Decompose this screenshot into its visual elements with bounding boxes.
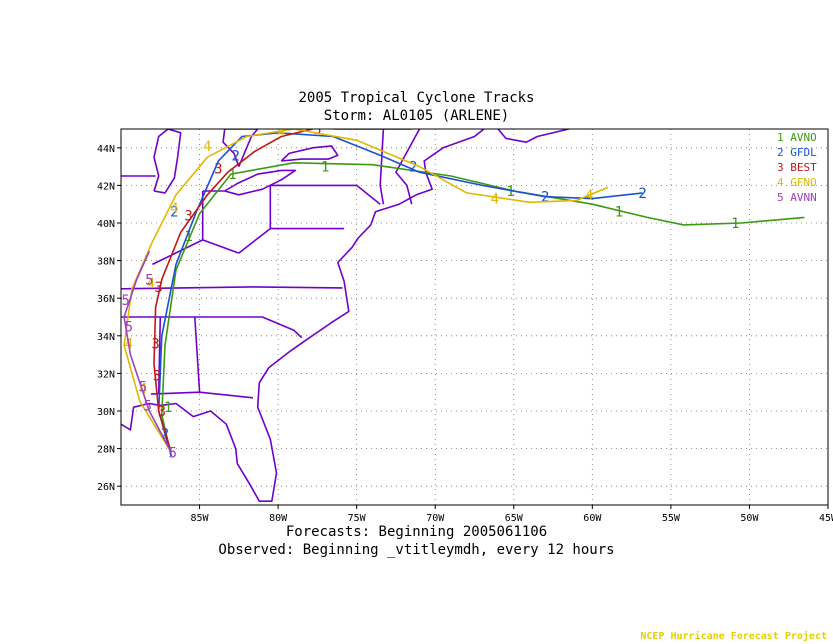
lon-tick-label: 75W: [348, 513, 367, 524]
map-boundaries: [121, 129, 569, 502]
lat-tick-label: 40N: [97, 219, 115, 230]
track-marker-avnn: 5: [121, 293, 129, 309]
track-marker-gfno: 4: [277, 124, 285, 140]
lat-tick-label: 26N: [97, 482, 115, 493]
track-marker-avno: 1: [164, 400, 172, 416]
lon-tick-label: 55W: [662, 513, 681, 524]
legend-item-avno: 1 AVNO: [777, 131, 817, 144]
track-marker-avnn: 5: [139, 380, 147, 396]
legend-item-gfdl: 2 GFDL: [777, 146, 817, 159]
boundary-line: [222, 129, 259, 167]
track-marker-gfno: 4: [170, 201, 178, 217]
track-marker-avnn: 5: [125, 319, 133, 335]
boundary-line: [150, 391, 254, 399]
boundary-line: [497, 129, 569, 143]
boundary-line: [153, 129, 182, 194]
boundary-line: [152, 239, 240, 266]
legend: 1 AVNO 2 GFDL 3 BEST 4 GFNO 5 AVNN: [777, 131, 817, 204]
track-marker-best: 3: [153, 368, 161, 384]
boundary-line: [379, 129, 385, 205]
track-marker-avno: 1: [321, 160, 329, 176]
lat-tick-label: 44N: [97, 144, 115, 155]
track-marker-best: 3: [184, 209, 192, 225]
track-marker-best: 3: [151, 336, 159, 352]
plot-frame: [120, 128, 829, 506]
boundary-line: [121, 129, 485, 502]
track-marker-avno: 1: [731, 216, 739, 232]
boundary-line: [121, 316, 303, 339]
title-line-2: Storm: AL0105 (ARLENE): [323, 108, 510, 124]
boundary-line: [194, 316, 201, 393]
lon-tick-label: 60W: [583, 513, 602, 524]
track-marker-best: 3: [313, 122, 321, 138]
legend-item-avnn: 5 AVNN: [777, 191, 817, 204]
track-marker-gfno: 4: [491, 192, 499, 208]
observed-line: Observed: Beginning _vtitleymdh, every 1…: [218, 542, 615, 558]
track-marker-gfno: 4: [139, 381, 147, 397]
track-marker-gfdl: 2: [170, 205, 178, 221]
lat-tick-label: 36N: [97, 294, 115, 305]
track-marker-best: 3: [214, 162, 222, 178]
track-marker-gfdl: 2: [161, 427, 169, 443]
track-marker-gfno: 4: [203, 139, 211, 155]
credit-text: NCEP Hurricane Forecast Project: [640, 631, 827, 642]
track-marker-avno: 1: [184, 229, 192, 245]
track-marker-avnn: 5: [169, 445, 177, 461]
track-marker-best: 3: [154, 280, 162, 296]
lat-tick-label: 38N: [97, 257, 115, 268]
lon-tick-label: 50W: [740, 513, 759, 524]
boundary-line: [395, 129, 421, 205]
track-marker-gfdl: 2: [231, 148, 239, 164]
boundary-line: [121, 286, 343, 290]
lat-tick-label: 30N: [97, 407, 115, 418]
lat-tick-label: 32N: [97, 369, 115, 380]
lon-tick-label: 80W: [269, 513, 288, 524]
legend-item-gfno: 4 GFNO: [777, 176, 817, 189]
title-line-1: 2005 Tropical Cyclone Tracks: [298, 90, 535, 106]
lon-tick-label: 85W: [191, 513, 210, 524]
boundary-line: [270, 184, 381, 205]
boundary-line: [238, 227, 271, 254]
track-line-best: [153, 129, 313, 453]
lon-tick-label: 70W: [426, 513, 445, 524]
track-marker-gfno: 4: [585, 188, 593, 204]
track-marker-gfdl: 2: [409, 160, 417, 176]
boundary-line: [157, 316, 162, 395]
boundary-line: [280, 145, 339, 162]
lat-tick-label: 42N: [97, 181, 115, 192]
track-marker-avnn: 5: [145, 272, 153, 288]
track-marker-gfdl: 2: [541, 190, 549, 206]
track-marker-avno: 1: [506, 184, 514, 200]
lon-tick-label: 65W: [505, 513, 524, 524]
track-marker-gfdl: 2: [638, 186, 646, 202]
lon-tick-label: 45W: [819, 513, 833, 524]
track-marker-avnn: 5: [143, 398, 151, 414]
track-marker-gfno: 4: [147, 276, 155, 292]
lat-tick-label: 34N: [97, 332, 115, 343]
track-line-avno: [160, 161, 805, 457]
map-axes: 85W 80W 75W 70W 65W 60W 55W 50W 45W 26N 28N 30N 32N 3…: [97, 144, 833, 524]
boundary-line: [224, 169, 297, 196]
track-marker-best: 3: [158, 404, 166, 420]
legend-item-best: 3 BEST: [777, 161, 817, 174]
track-line-avnn: [123, 250, 173, 453]
track-line-gfno: [123, 129, 609, 453]
track-marker-avno: 1: [615, 205, 623, 221]
lat-tick-label: 28N: [97, 445, 115, 456]
track-line-gfdl: [157, 131, 643, 457]
track-marker-avno: 1: [228, 167, 236, 183]
forecast-line: Forecasts: Beginning 2005061106: [285, 524, 548, 540]
